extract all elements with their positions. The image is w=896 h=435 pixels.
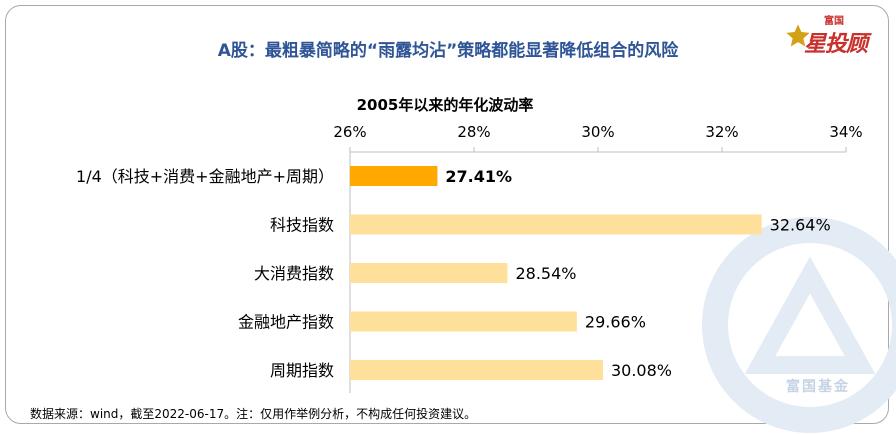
bar: [350, 214, 762, 235]
bar: [350, 311, 577, 332]
data-label: 27.41%: [445, 167, 512, 186]
bar: [350, 360, 603, 380]
data-label: 28.54%: [515, 264, 576, 283]
brand-top-text: 富国: [824, 16, 844, 27]
category-label: 1/4（科技+消费+金融地产+周期）: [76, 167, 334, 186]
brand-logo: 富国 星投顾: [784, 12, 884, 57]
x-tick-label: 34%: [829, 123, 862, 141]
data-label: 29.66%: [585, 313, 646, 332]
x-tick-label: 30%: [581, 123, 614, 141]
chart-title: A股：最粗暴简略的“雨露均沾”策略都能显著降低组合的风险: [217, 41, 679, 61]
brand-main-text: 星投顾: [804, 32, 868, 57]
star-icon: [786, 24, 810, 47]
category-label: 金融地产指数: [238, 313, 334, 332]
data-label: 30.08%: [611, 361, 672, 380]
x-tick-label: 28%: [457, 123, 490, 141]
category-label: 周期指数: [270, 361, 334, 380]
source-note: 数据来源：wind，截至2022-06-17。注：仅用作举例分析，不构成任何投资…: [30, 407, 477, 421]
x-tick-label: 26%: [333, 123, 366, 141]
x-tick-label: 32%: [705, 123, 738, 141]
bar: [350, 263, 508, 283]
watermark-text: 富国基金: [786, 379, 850, 395]
category-label: 大消费指数: [254, 264, 334, 283]
data-label: 32.64%: [770, 216, 831, 235]
category-label: 科技指数: [270, 216, 334, 235]
bar: [350, 166, 438, 186]
axis-title: 2005年以来的年化波动率: [357, 96, 534, 114]
